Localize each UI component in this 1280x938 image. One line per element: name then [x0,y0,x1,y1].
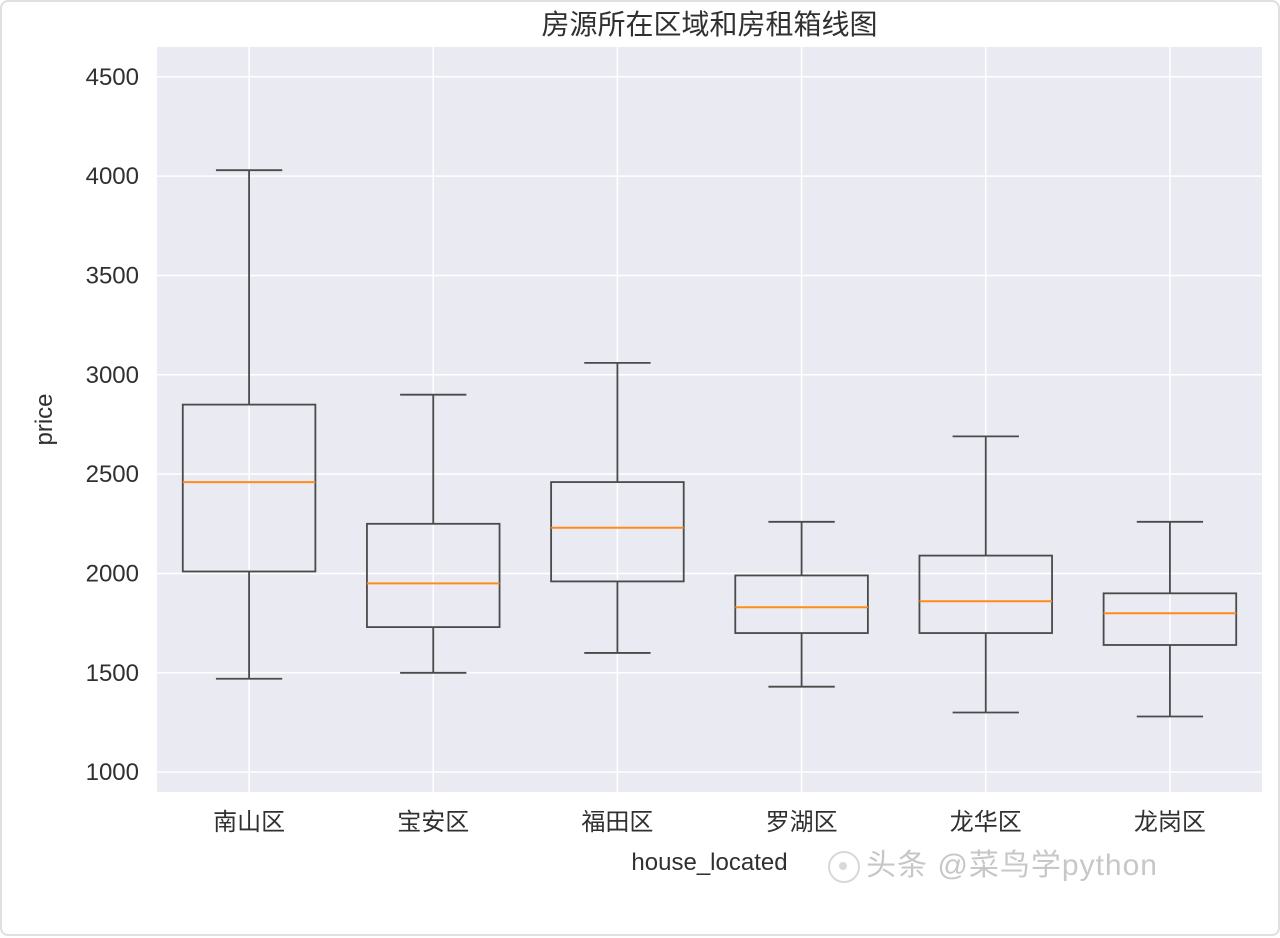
ytick-label: 4500 [86,64,139,91]
ytick-label: 4000 [86,163,139,190]
ytick-label: 1500 [86,660,139,687]
xtick-label: 龙华区 [950,809,1022,836]
chart-title: 房源所在区域和房租箱线图 [541,9,877,40]
xtick-label: 龙岗区 [1134,809,1206,836]
ytick-label: 3500 [86,262,139,289]
xlabel: house_located [631,849,787,876]
ylabel: price [31,393,58,445]
chart-container: 1000 1500 2000 2500 3000 3500 4000 4500 南山区 宝安区 福田… [0,0,1280,936]
ytick-label: 1000 [86,759,139,786]
ytick-label: 2500 [86,461,139,488]
plot-bg [157,47,1262,792]
xtick-label: 罗湖区 [766,809,838,836]
xtick-label: 宝安区 [397,809,469,836]
ytick-label: 2000 [86,560,139,587]
ytick-label: 3000 [86,362,139,389]
xtick-label: 福田区 [581,809,653,836]
boxplot-chart: 1000 1500 2000 2500 3000 3500 4000 4500 南山区 宝安区 福田… [2,2,1280,938]
xtick-label: 南山区 [213,809,285,836]
